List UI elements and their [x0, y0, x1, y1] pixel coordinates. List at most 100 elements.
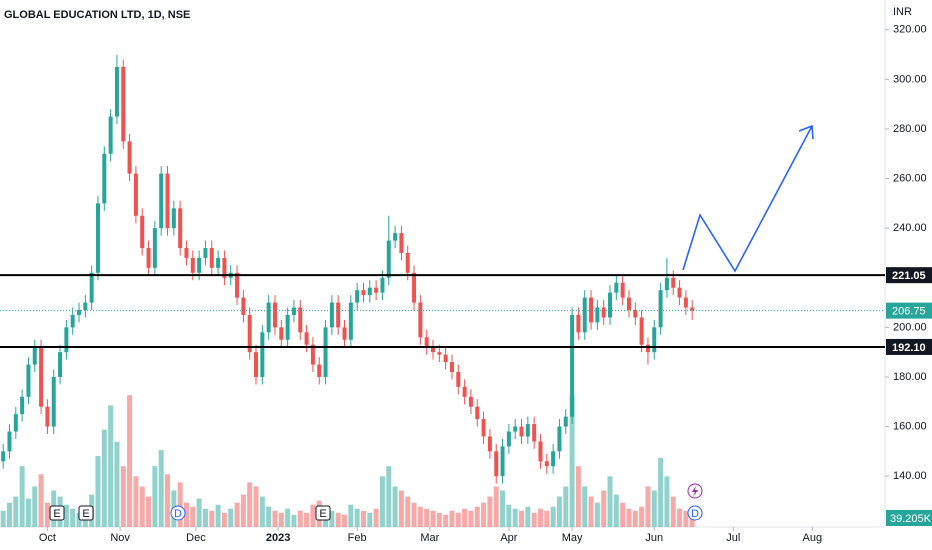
volume-bar: [146, 496, 152, 527]
candle-body: [412, 272, 417, 303]
volume-bar: [6, 502, 12, 527]
volume-bar: [25, 498, 31, 527]
event-label: D: [691, 508, 699, 520]
volume-bar: [424, 508, 430, 527]
candle-body: [20, 396, 25, 415]
candle-body: [538, 441, 543, 462]
candle-body: [626, 297, 631, 310]
candle-body: [374, 287, 379, 293]
volume-bar: [531, 512, 537, 527]
volume-bar: [360, 510, 366, 527]
candle-body: [329, 302, 334, 328]
last-price-box: [886, 302, 932, 319]
volume-bar: [278, 512, 284, 527]
candle-body: [178, 208, 183, 248]
volume-bar: [537, 508, 543, 527]
volume-bar: [304, 512, 310, 527]
x-tick-label: Jul: [726, 532, 740, 544]
volume-bar: [297, 510, 303, 527]
candle-body: [462, 386, 467, 397]
candle-body: [431, 347, 436, 353]
candle-body: [254, 352, 259, 377]
volume-bar: [127, 395, 133, 527]
volume-bar: [443, 514, 449, 527]
candle-body: [45, 406, 50, 427]
volume-bar: [158, 449, 164, 527]
candle-body: [247, 314, 252, 353]
candle-body: [449, 362, 454, 372]
candle-body: [95, 203, 100, 273]
candle-body: [652, 327, 657, 353]
volume-bar: [512, 508, 518, 527]
candle-body: [418, 302, 423, 338]
volume-bar: [44, 502, 50, 527]
volume-bar: [13, 496, 19, 527]
volume-bar: [506, 504, 512, 527]
candle-body: [184, 248, 189, 258]
volume-bar: [651, 490, 657, 527]
candle-body: [7, 431, 12, 452]
candle-body: [620, 282, 625, 298]
candle-body: [494, 451, 499, 477]
volume-bar: [563, 486, 569, 527]
volume-bar: [601, 490, 607, 527]
candle-body: [32, 347, 37, 365]
dividend-marker: D: [170, 505, 186, 521]
volume-bar: [392, 486, 398, 527]
candle-body: [165, 173, 170, 229]
event-marker: E: [49, 505, 65, 521]
candle-body: [348, 302, 353, 340]
candle-body: [190, 257, 195, 273]
chart-title: GLOBAL EDUCATION LTD, 1D, NSE: [4, 9, 190, 21]
candle-body: [70, 314, 75, 328]
volume-bar: [329, 510, 335, 527]
candle-body: [51, 376, 56, 427]
volume-bar: [670, 496, 676, 527]
candle-body: [677, 287, 682, 298]
candle-body: [513, 426, 518, 432]
last-volume-box: [886, 510, 932, 526]
candle-body: [608, 292, 613, 318]
candle-body: [146, 248, 151, 268]
volume-bar: [405, 496, 411, 527]
candle-body: [336, 302, 341, 328]
volume-bar: [70, 508, 76, 527]
candle-body: [468, 396, 473, 407]
volume-bar: [152, 466, 158, 527]
y-tick-label: 180.00: [893, 371, 927, 383]
candle-body: [525, 424, 530, 437]
x-tick-label: Apr: [500, 532, 517, 544]
candle-body: [589, 297, 594, 323]
volume-bar: [449, 510, 455, 527]
currency: INR: [893, 6, 912, 18]
x-tick-label: Dec: [186, 532, 206, 544]
event-label: D: [174, 508, 182, 520]
candle-body: [601, 307, 606, 318]
candle-body: [114, 66, 119, 117]
candle-body: [102, 153, 107, 204]
dividend-marker: D: [687, 505, 703, 521]
volume-bar: [493, 486, 499, 527]
volume-bar: [32, 486, 38, 527]
volume-bar: [120, 466, 126, 527]
volume-bar: [209, 510, 215, 527]
candle-body: [576, 314, 581, 333]
candle-body: [83, 302, 88, 310]
candle-body: [317, 364, 322, 377]
candle-body: [570, 314, 575, 417]
candle-body: [475, 406, 480, 420]
candle-body: [323, 327, 328, 377]
volume-bar: [19, 466, 25, 527]
volume-bar: [221, 512, 227, 527]
volume-bar: [354, 508, 360, 527]
y-tick-label: 300.00: [893, 73, 927, 85]
x-tick-label: Nov: [110, 532, 130, 544]
candle-body: [393, 233, 398, 241]
volume-bar: [575, 466, 581, 527]
event-marker: E: [78, 505, 94, 521]
y-tick-label: 260.00: [893, 172, 927, 184]
candle-body: [361, 290, 366, 296]
candle-body: [197, 257, 202, 273]
y-tick-label: 320.00: [893, 24, 927, 36]
volume-bar: [114, 441, 120, 527]
